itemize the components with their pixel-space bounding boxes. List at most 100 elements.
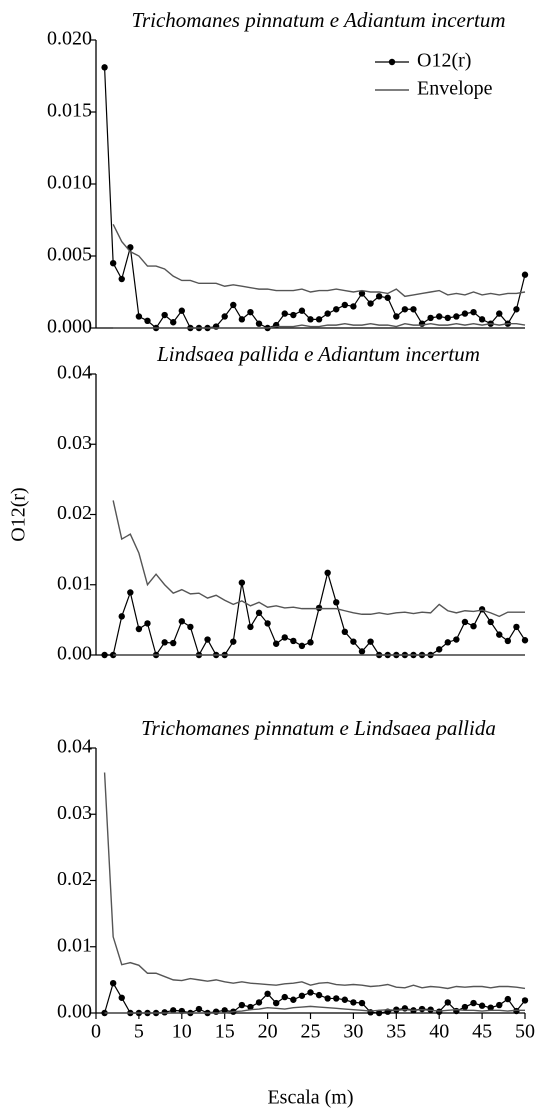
y-tick-label: 0.02 — [57, 502, 92, 524]
data-line — [104, 981, 526, 1014]
data-point — [487, 1004, 494, 1011]
data-point — [290, 637, 297, 645]
x-tick-label: 40 — [429, 1021, 449, 1043]
data-point — [272, 640, 280, 647]
x-tick-label: 10 — [172, 1021, 192, 1043]
data-point — [453, 1007, 460, 1015]
data-point — [238, 316, 246, 323]
data-point — [478, 1002, 486, 1009]
data-point — [324, 995, 331, 1002]
data-point — [333, 599, 340, 606]
data-point — [109, 260, 117, 267]
data-point — [255, 320, 263, 327]
data-point — [221, 1007, 228, 1014]
data-point — [281, 993, 288, 1001]
data-point — [444, 999, 451, 1006]
data-point — [144, 317, 151, 324]
data-point — [461, 1003, 469, 1011]
data-point — [118, 994, 125, 1001]
data-point — [427, 314, 434, 322]
data-point — [161, 311, 168, 319]
data-point — [281, 634, 288, 641]
y-tick-label: 0.015 — [47, 100, 92, 122]
data-point — [324, 310, 331, 317]
data-point — [350, 303, 357, 310]
data-point — [127, 589, 134, 596]
data-point — [307, 316, 314, 323]
data-point — [487, 618, 494, 626]
data-point — [161, 639, 168, 646]
data-point — [187, 623, 194, 631]
data-point — [401, 306, 409, 313]
data-point — [272, 999, 280, 1007]
data-point — [470, 622, 477, 630]
x-tick-label: 35 — [386, 1021, 406, 1043]
data-point — [221, 313, 228, 320]
data-point — [247, 308, 254, 316]
data-point — [298, 642, 306, 650]
data-point — [384, 294, 391, 301]
y-tick-label: 0.01 — [57, 934, 92, 956]
legend-label: Envelope — [417, 78, 493, 100]
data-point — [470, 308, 477, 316]
y-tick-label: 0.000 — [47, 316, 92, 338]
panel-title: Trichomanes pinnatum e Lindsaea pallida — [141, 716, 496, 740]
y-tick-label: 0.00 — [57, 1001, 92, 1023]
data-point — [298, 307, 306, 314]
x-axis-label: Escala (m) — [267, 1087, 353, 1109]
y-tick-label: 0.020 — [47, 28, 92, 50]
y-tick-label: 0.01 — [57, 572, 92, 594]
envelope-upper — [112, 224, 526, 298]
data-point — [367, 638, 374, 645]
data-point — [144, 620, 151, 627]
data-point — [444, 639, 451, 646]
envelope-lower — [104, 1005, 525, 1014]
data-point — [521, 271, 529, 278]
legend-label: O12(r) — [417, 50, 471, 72]
data-point — [264, 990, 271, 997]
data-point — [333, 995, 340, 1002]
data-point — [290, 996, 297, 1003]
y-tick-label: 0.04 — [57, 736, 92, 758]
data-point — [418, 320, 426, 327]
panel-title: Trichomanes pinnatum e Adiantum incertum — [131, 8, 505, 32]
x-tick-label: 45 — [472, 1021, 492, 1043]
data-point — [436, 313, 443, 320]
data-point — [358, 648, 366, 655]
data-point — [496, 310, 503, 317]
y-axis-label: O12(r) — [8, 487, 30, 541]
data-point — [170, 319, 177, 326]
data-point — [341, 996, 349, 1003]
data-point — [513, 306, 520, 313]
data-point — [350, 999, 357, 1006]
data-point — [238, 579, 246, 586]
data-point — [315, 604, 323, 612]
panel-title: Lindsaea pallida e Adiantum incertum — [156, 342, 480, 366]
envelope-upper — [103, 772, 526, 990]
data-point — [315, 316, 323, 323]
data-point — [255, 609, 263, 617]
data-point — [375, 293, 383, 300]
data-point — [401, 1005, 409, 1012]
data-point — [324, 569, 331, 577]
data-point — [230, 301, 237, 309]
data-point — [298, 992, 306, 999]
data-point — [453, 313, 460, 320]
data-point — [341, 301, 349, 309]
data-point — [264, 620, 271, 627]
data-point — [333, 306, 340, 313]
x-tick-label: 15 — [215, 1021, 235, 1043]
data-point — [307, 639, 314, 646]
y-tick-label: 0.00 — [57, 643, 92, 665]
data-point — [290, 311, 297, 319]
data-point — [101, 651, 108, 659]
x-tick-label: 25 — [301, 1021, 321, 1043]
data-point — [350, 638, 357, 645]
data-point — [358, 999, 366, 1007]
data-point — [393, 313, 400, 320]
data-point — [170, 639, 177, 647]
data-point — [461, 618, 469, 626]
x-tick-label: 30 — [343, 1021, 363, 1043]
x-tick-label: 20 — [258, 1021, 278, 1043]
